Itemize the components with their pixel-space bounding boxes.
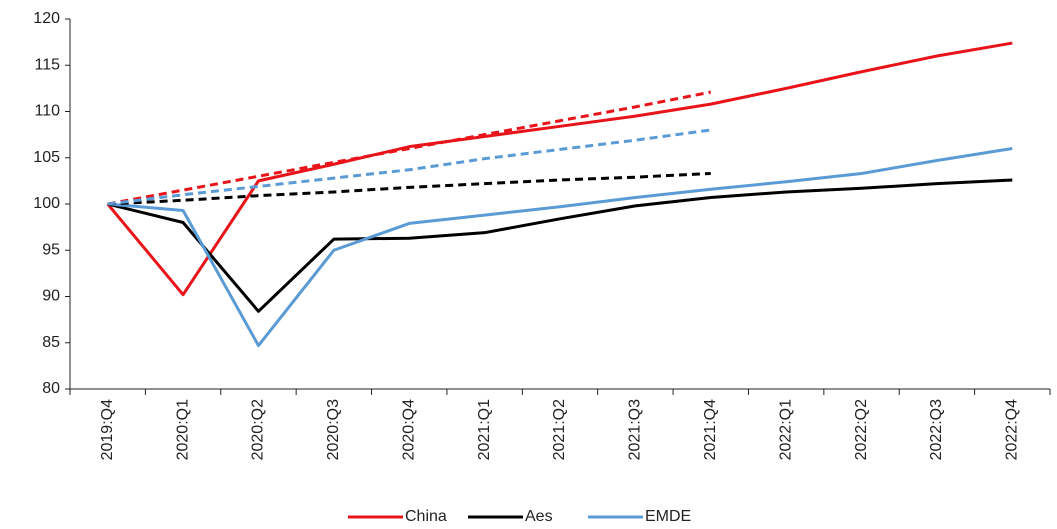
- x-tick-label: 2020:Q2: [250, 399, 267, 460]
- legend-label: China: [405, 508, 447, 525]
- series-line: [107, 178, 1013, 313]
- y-tick-label: 115: [34, 56, 60, 73]
- x-tick-label: 2021:Q2: [551, 399, 568, 460]
- y-tick-label: 110: [34, 103, 60, 120]
- y-tick-label: 105: [33, 149, 60, 166]
- x-tick-label: 2020:Q4: [400, 399, 417, 460]
- x-tick-label: 2021:Q3: [627, 399, 644, 460]
- series-line: [106, 41, 1013, 297]
- x-tick-label: 2022:Q1: [777, 399, 794, 460]
- x-tick-label: 2020:Q3: [325, 399, 342, 460]
- x-tick-label: 2019:Q4: [99, 399, 116, 460]
- x-tick-label: 2022:Q2: [853, 399, 870, 460]
- trend-line: [107, 171, 711, 206]
- y-tick-label: 95: [42, 241, 60, 258]
- y-tick-label: 100: [33, 195, 60, 212]
- x-tick-label: 2022:Q3: [928, 399, 945, 460]
- trend-line: [107, 90, 712, 206]
- series-line: [107, 147, 1013, 348]
- trend-line: [107, 128, 711, 206]
- y-tick-label: 85: [42, 334, 60, 351]
- y-tick-label: 80: [42, 380, 60, 397]
- x-tick-label: 2020:Q1: [174, 399, 191, 460]
- x-tick-label: 2021:Q4: [702, 399, 719, 460]
- x-tick-label: 2022:Q4: [1004, 399, 1021, 460]
- x-tick-label: 2021:Q1: [476, 399, 493, 460]
- legend-label: EMDE: [645, 508, 691, 525]
- y-tick-label: 120: [33, 10, 60, 27]
- legend: China Aes EMDE: [348, 508, 691, 525]
- legend-label: Aes: [525, 508, 553, 525]
- y-tick-label: 90: [42, 288, 60, 305]
